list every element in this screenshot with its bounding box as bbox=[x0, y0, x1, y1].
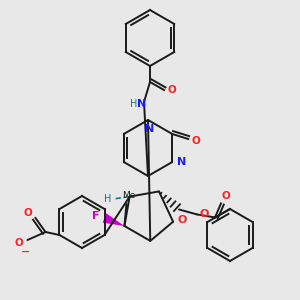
Text: H: H bbox=[130, 99, 138, 109]
Text: O: O bbox=[177, 215, 187, 225]
Text: N: N bbox=[177, 157, 186, 167]
Polygon shape bbox=[103, 213, 124, 226]
Text: O: O bbox=[23, 208, 32, 218]
Text: −: − bbox=[21, 247, 30, 257]
Text: O: O bbox=[199, 209, 209, 219]
Text: O: O bbox=[168, 85, 176, 95]
Text: N: N bbox=[137, 99, 147, 109]
Text: O: O bbox=[192, 136, 201, 146]
Text: F: F bbox=[92, 211, 99, 221]
Text: Me: Me bbox=[122, 191, 135, 200]
Text: O: O bbox=[222, 191, 230, 201]
Text: O: O bbox=[14, 238, 23, 248]
Text: N: N bbox=[146, 124, 154, 134]
Text: H: H bbox=[104, 194, 111, 204]
